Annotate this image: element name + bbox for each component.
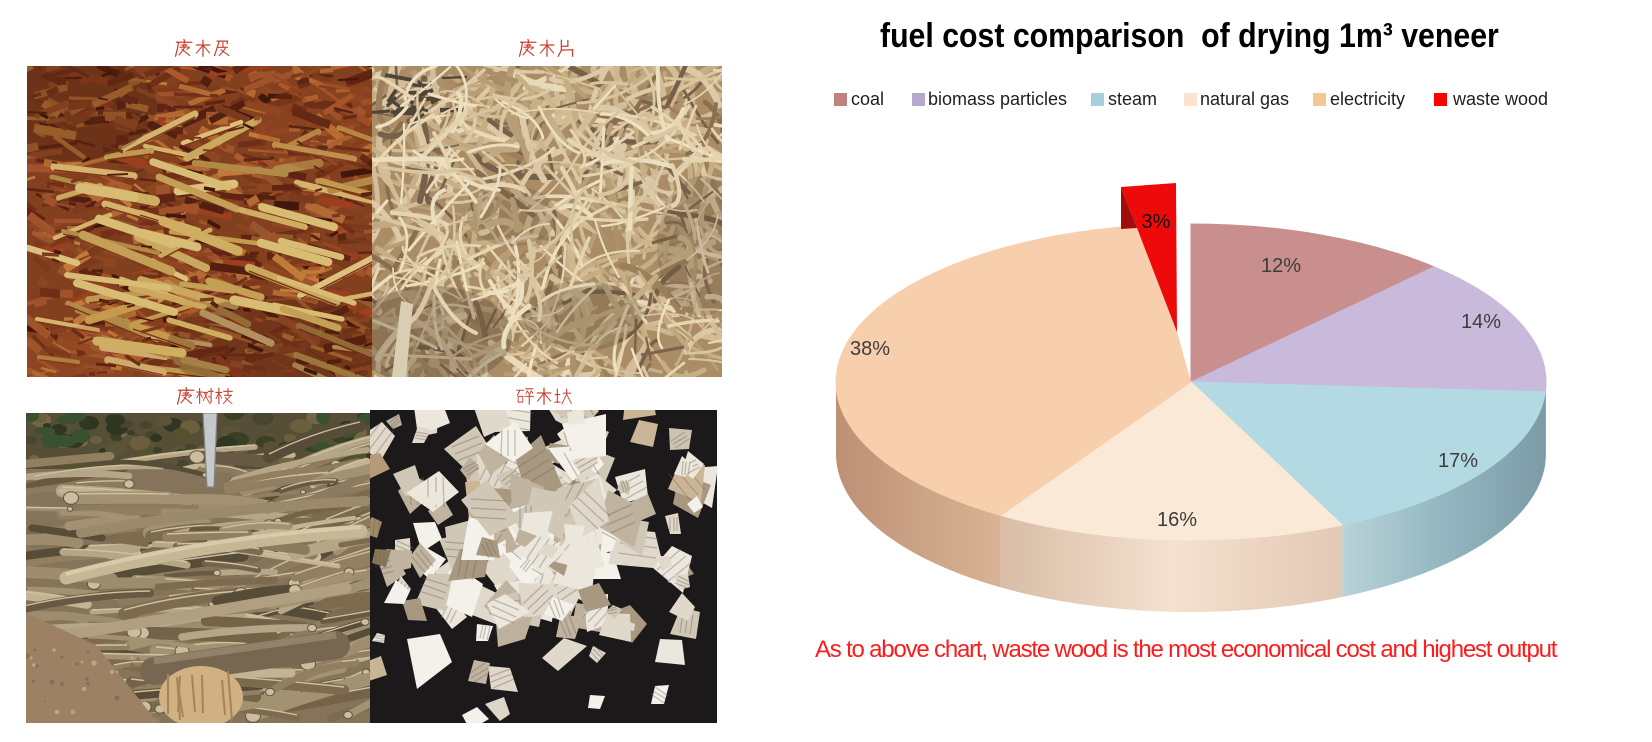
svg-text:38%: 38% bbox=[850, 338, 890, 360]
svg-text:3%: 3% bbox=[1142, 211, 1171, 233]
svg-text:17%: 17% bbox=[1438, 450, 1478, 472]
svg-text:12%: 12% bbox=[1261, 255, 1301, 277]
svg-text:16%: 16% bbox=[1157, 509, 1197, 531]
svg-text:14%: 14% bbox=[1461, 311, 1501, 333]
